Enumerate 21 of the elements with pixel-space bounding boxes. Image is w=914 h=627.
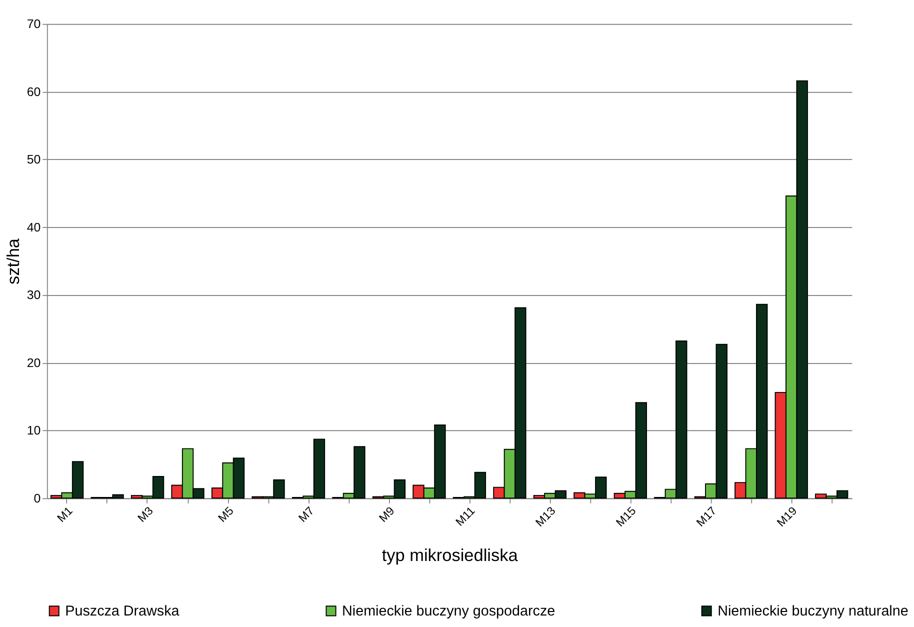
x-axis-title: typ mikrosiedliska <box>382 545 518 566</box>
x-tick-label: M13 <box>534 505 558 530</box>
x-tick-label: M1 <box>56 505 76 525</box>
x-tick-label: M9 <box>377 505 398 525</box>
y-tick-label: 50 <box>26 152 41 167</box>
legend-label: Niemieckie buczyny naturalne <box>718 604 908 620</box>
x-tick-label: M3 <box>136 505 156 525</box>
y-tick-label: 60 <box>26 84 41 99</box>
x-tick-label: M11 <box>454 505 478 529</box>
y-tick-label: 70 <box>26 17 41 32</box>
y-tick-label: 20 <box>26 356 41 370</box>
legend-label: Puszcza Drawska <box>65 604 180 620</box>
x-tick-label: M19 <box>775 505 800 530</box>
y-tick-label: 30 <box>26 288 41 302</box>
y-tick-label: 0 <box>34 491 41 506</box>
y-axis-title: szt/ha <box>3 238 24 284</box>
x-tick-label: M7 <box>296 505 317 525</box>
x-tick-label: M5 <box>216 505 236 525</box>
legend-label: Niemieckie buczyny gospodarcze <box>342 604 556 620</box>
y-tick-label: 10 <box>26 424 41 438</box>
y-tick-label: 40 <box>26 220 41 234</box>
